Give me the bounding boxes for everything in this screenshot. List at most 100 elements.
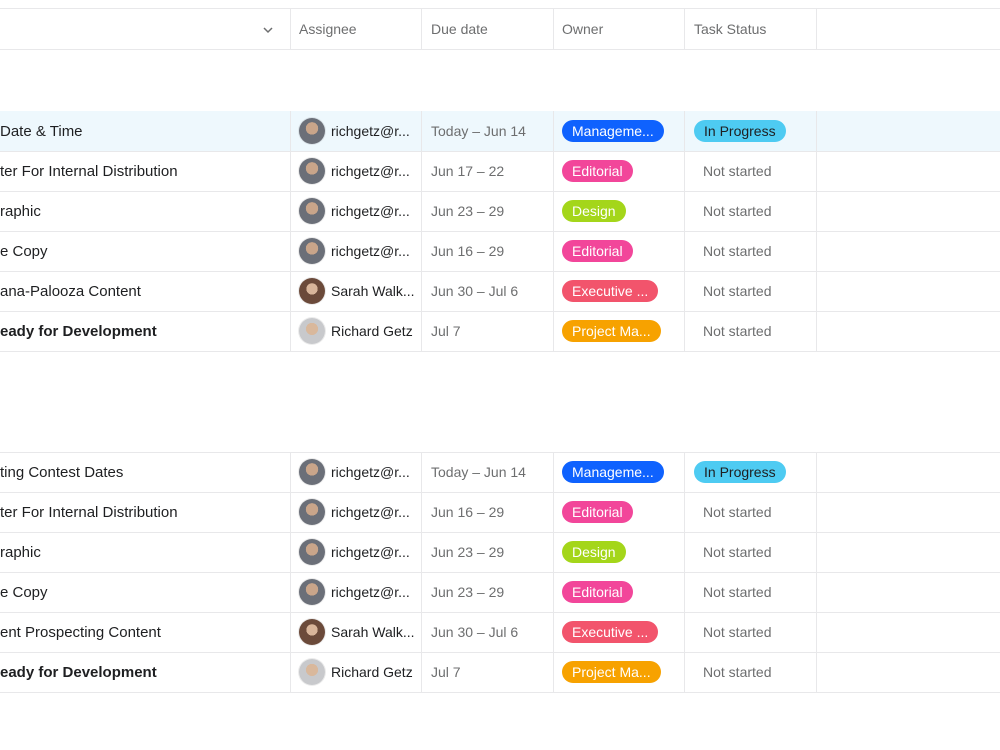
assignee-cell[interactable]: Richard Getz: [290, 311, 421, 351]
column-divider: [553, 231, 554, 272]
column-header-task-status[interactable]: Task Status: [694, 21, 767, 37]
table-row[interactable]: ter For Internal Distribution richgetz@r.…: [0, 492, 1000, 532]
table-row[interactable]: ting Contest Dates richgetz@r... Today – J…: [0, 452, 1000, 492]
status-cell[interactable]: Not started: [685, 191, 816, 231]
chevron-down-icon[interactable]: [262, 23, 274, 35]
due-date-cell[interactable]: Today – Jun 14: [422, 111, 553, 151]
owner-cell[interactable]: Editorial: [553, 151, 684, 191]
owner-cell[interactable]: Manageme...: [553, 111, 684, 151]
task-name-cell[interactable]: ent Prospecting Content: [0, 612, 290, 652]
status-cell[interactable]: Not started: [685, 652, 816, 692]
table-row[interactable]: ter For Internal Distribution richgetz@r.…: [0, 151, 1000, 191]
task-name: eady for Development: [0, 663, 157, 681]
owner-cell[interactable]: Design: [553, 191, 684, 231]
task-name: ana-Palooza Content: [0, 282, 141, 300]
table-row[interactable]: raphic richgetz@r... Jun 23 – 29 Design Not …: [0, 532, 1000, 572]
owner-tag: Editorial: [562, 581, 633, 603]
task-name-cell[interactable]: eady for Development: [0, 311, 290, 351]
task-name-cell[interactable]: Date & Time: [0, 111, 290, 151]
assignee-cell[interactable]: Sarah Walk...: [290, 271, 421, 311]
assignee-cell[interactable]: richgetz@r...: [290, 191, 421, 231]
assignee-cell[interactable]: richgetz@r...: [290, 572, 421, 612]
status-cell[interactable]: Not started: [685, 271, 816, 311]
column-divider: [816, 532, 817, 573]
table-row[interactable]: raphic richgetz@r... Jun 23 – 29 Design Not …: [0, 191, 1000, 231]
status-cell[interactable]: In Progress: [685, 452, 816, 492]
due-date-cell[interactable]: Jun 30 – Jul 6: [422, 271, 553, 311]
assignee-cell[interactable]: richgetz@r...: [290, 532, 421, 572]
owner-cell[interactable]: Project Ma...: [553, 311, 684, 351]
task-name-cell[interactable]: ana-Palooza Content: [0, 271, 290, 311]
column-divider: [684, 452, 685, 493]
due-date-cell[interactable]: Today – Jun 14: [422, 452, 553, 492]
column-divider: [816, 492, 817, 533]
table-row[interactable]: eady for Development Richard Getz Jul 7 Pro…: [0, 652, 1000, 692]
assignee-cell[interactable]: richgetz@r...: [290, 111, 421, 151]
column-divider: [816, 311, 817, 352]
assignee-cell[interactable]: Sarah Walk...: [290, 612, 421, 652]
task-name-cell[interactable]: ting Contest Dates: [0, 452, 290, 492]
assignee-cell[interactable]: richgetz@r...: [290, 231, 421, 271]
column-header-due-date[interactable]: Due date: [431, 21, 488, 37]
avatar: [299, 318, 325, 344]
due-date-cell[interactable]: Jul 7: [422, 652, 553, 692]
assignee-cell[interactable]: richgetz@r...: [290, 452, 421, 492]
status-cell[interactable]: In Progress: [685, 111, 816, 151]
status-cell[interactable]: Not started: [685, 231, 816, 271]
owner-cell[interactable]: Editorial: [553, 572, 684, 612]
row-divider: [0, 452, 1000, 453]
status-cell[interactable]: Not started: [685, 532, 816, 572]
due-date-cell[interactable]: Jun 23 – 29: [422, 572, 553, 612]
task-name-cell[interactable]: e Copy: [0, 231, 290, 271]
column-divider: [816, 452, 817, 493]
column-divider: [553, 8, 554, 50]
column-divider: [421, 492, 422, 533]
owner-cell[interactable]: Project Ma...: [553, 652, 684, 692]
column-divider: [421, 111, 422, 152]
owner-cell[interactable]: Editorial: [553, 231, 684, 271]
status-text: Not started: [703, 243, 772, 259]
assignee-cell[interactable]: Richard Getz: [290, 652, 421, 692]
status-cell[interactable]: Not started: [685, 151, 816, 191]
table-row[interactable]: e Copy richgetz@r... Jun 23 – 29 Editorial N…: [0, 572, 1000, 612]
column-divider: [290, 652, 291, 693]
due-date-cell[interactable]: Jun 30 – Jul 6: [422, 612, 553, 652]
column-divider: [684, 111, 685, 152]
owner-cell[interactable]: Executive ...: [553, 612, 684, 652]
task-name-cell[interactable]: raphic: [0, 191, 290, 231]
table-row[interactable]: e Copy richgetz@r... Jun 16 – 29 Editorial N…: [0, 231, 1000, 271]
due-date-cell[interactable]: Jun 17 – 22: [422, 151, 553, 191]
due-date-cell[interactable]: Jun 16 – 29: [422, 492, 553, 532]
column-divider: [684, 311, 685, 352]
table-row[interactable]: ent Prospecting Content Sarah Walk... Jun …: [0, 612, 1000, 652]
column-divider: [816, 271, 817, 312]
owner-cell[interactable]: Editorial: [553, 492, 684, 532]
table-row[interactable]: ana-Palooza Content Sarah Walk... Jun 30 –…: [0, 271, 1000, 311]
table-row[interactable]: Date & Time richgetz@r... Today – Jun 14 Ma…: [0, 111, 1000, 151]
status-cell[interactable]: Not started: [685, 572, 816, 612]
assignee-cell[interactable]: richgetz@r...: [290, 492, 421, 532]
due-date-cell[interactable]: Jun 16 – 29: [422, 231, 553, 271]
status-cell[interactable]: Not started: [685, 311, 816, 351]
task-name-cell[interactable]: ter For Internal Distribution: [0, 492, 290, 532]
column-header-assignee[interactable]: Assignee: [299, 21, 357, 37]
status-text: Not started: [703, 584, 772, 600]
task-name-cell[interactable]: ter For Internal Distribution: [0, 151, 290, 191]
task-name-cell[interactable]: raphic: [0, 532, 290, 572]
assignee-cell[interactable]: richgetz@r...: [290, 151, 421, 191]
due-date: Jun 23 – 29: [431, 584, 505, 600]
due-date-cell[interactable]: Jun 23 – 29: [422, 532, 553, 572]
task-name-cell[interactable]: eady for Development: [0, 652, 290, 692]
owner-cell[interactable]: Manageme...: [553, 452, 684, 492]
status-cell[interactable]: Not started: [685, 612, 816, 652]
task-name-cell[interactable]: e Copy: [0, 572, 290, 612]
owner-cell[interactable]: Design: [553, 532, 684, 572]
owner-cell[interactable]: Executive ...: [553, 271, 684, 311]
due-date-cell[interactable]: Jun 23 – 29: [422, 191, 553, 231]
due-date-cell[interactable]: Jul 7: [422, 311, 553, 351]
column-divider: [421, 151, 422, 192]
status-cell[interactable]: Not started: [685, 492, 816, 532]
avatar: [299, 238, 325, 264]
column-header-owner[interactable]: Owner: [562, 21, 604, 37]
table-row[interactable]: eady for Development Richard Getz Jul 7 Pro…: [0, 311, 1000, 351]
